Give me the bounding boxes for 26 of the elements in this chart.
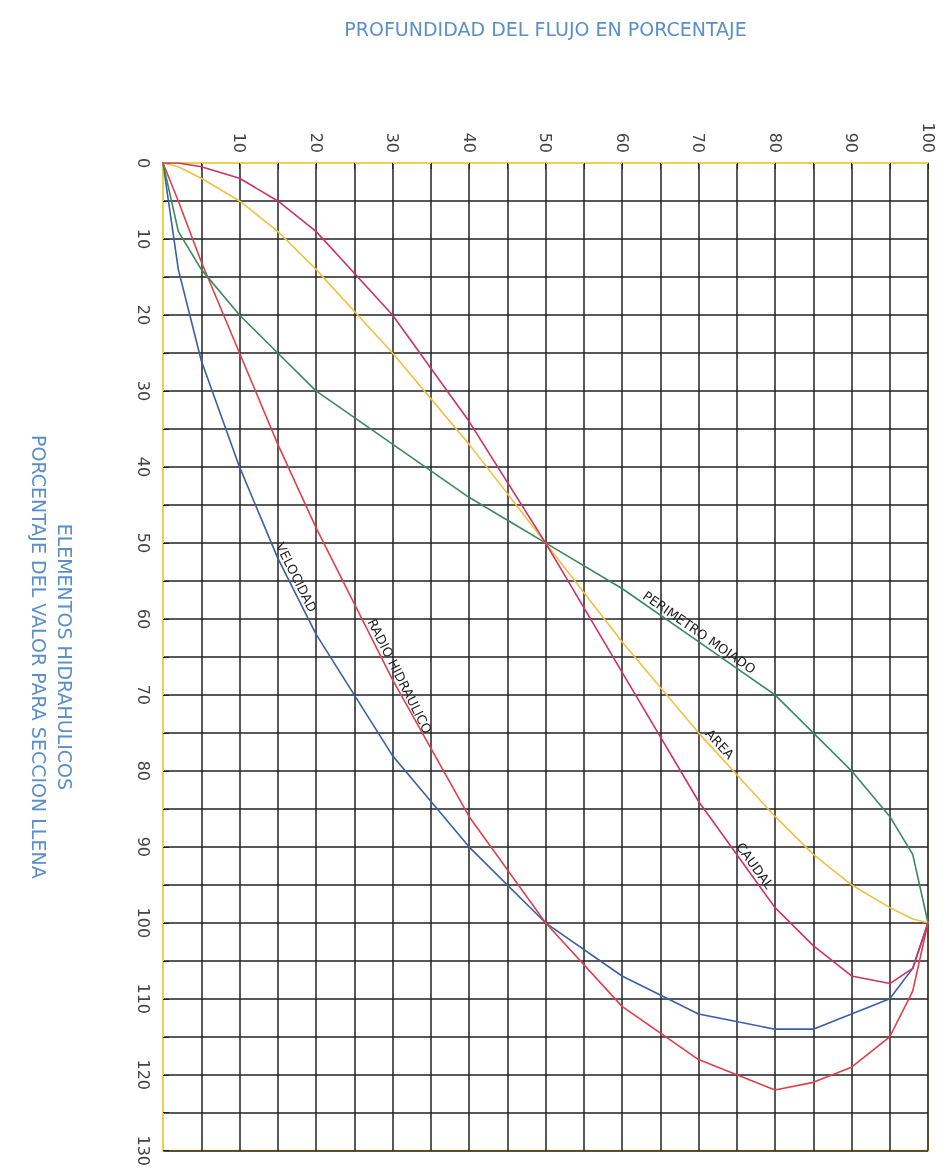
y-axis-title: ELEMENTOS HIDRAHULICOS PORCENTAJE DEL VALOR PARA SECCION LLENA bbox=[28, 435, 76, 879]
y-tick-label: 80 bbox=[133, 760, 153, 782]
y-tick-label: 120 bbox=[133, 1059, 153, 1091]
x-tick-label: 10 bbox=[230, 132, 249, 153]
x-tick-label: 40 bbox=[459, 132, 479, 153]
x-tick-label: 30 bbox=[383, 132, 402, 153]
y-tick-label: 110 bbox=[133, 983, 153, 1015]
y-tick-label: 70 bbox=[133, 684, 153, 706]
y-tick-label: 0 bbox=[133, 157, 153, 169]
x-axis-title: PROFUNDIDAD DEL FLUJO EN PORCENTAJE bbox=[344, 17, 747, 40]
x-tick-label: 20 bbox=[306, 132, 326, 153]
x-tick-label: 100 bbox=[918, 122, 938, 153]
y-tick-label: 100 bbox=[133, 907, 153, 939]
x-tick-label: 70 bbox=[689, 132, 708, 153]
x-tick-label: 80 bbox=[765, 132, 785, 153]
y-tick-label: 20 bbox=[133, 304, 153, 326]
y-tick-label: 10 bbox=[133, 228, 153, 250]
x-tick-label: 90 bbox=[842, 132, 861, 153]
x-tick-label: 60 bbox=[612, 132, 632, 153]
y-tick-label: 60 bbox=[133, 608, 153, 630]
x-tick-label: 50 bbox=[536, 132, 555, 153]
y-tick-label: 50 bbox=[133, 532, 153, 554]
y-tick-label: 90 bbox=[133, 836, 153, 857]
y-tick-label: 40 bbox=[133, 456, 153, 478]
y-tick-label: 130 bbox=[133, 1135, 153, 1166]
y-tick-label: 30 bbox=[133, 380, 153, 402]
